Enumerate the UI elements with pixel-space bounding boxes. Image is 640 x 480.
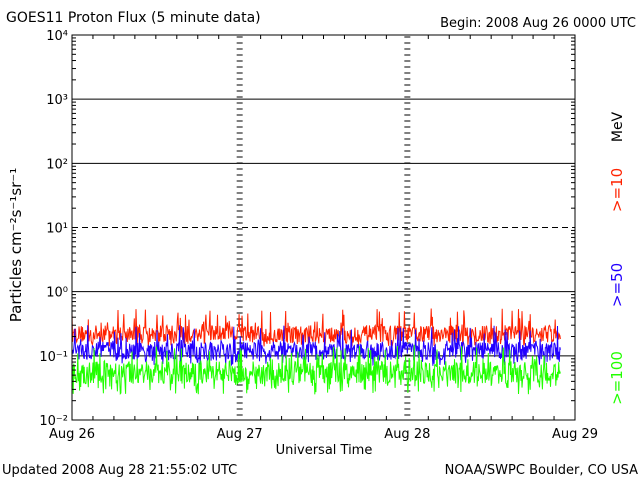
y-tick-label: 10² <box>46 157 68 172</box>
x-tick-label: Aug 29 <box>552 427 598 442</box>
chart-title: GOES11 Proton Flux (5 minute data) <box>6 10 261 26</box>
x-tick-label: Aug 27 <box>217 427 263 442</box>
legend-series-ge10: >=10 <box>608 168 626 212</box>
y-tick-label: 10⁻¹ <box>39 350 68 365</box>
y-axis-title: Particles cm⁻²s⁻¹sr⁻¹ <box>7 168 25 322</box>
legend-unit-mev: MeV <box>610 111 626 142</box>
y-tick-label: 10¹ <box>46 222 68 237</box>
y-tick-label: 10⁻² <box>39 414 68 429</box>
credit-label: NOAA/SWPC Boulder, CO USA <box>445 463 638 478</box>
y-axis-ticks: 10⁻² 10⁻¹ 10⁰ 10¹ 10² 10³ 10⁴ <box>39 29 575 429</box>
y-tick-label: 10⁰ <box>46 286 68 301</box>
y-tick-label: 10³ <box>46 93 68 108</box>
legend-series-ge100: >=100 <box>608 351 626 405</box>
series-group <box>71 308 561 395</box>
x-tick-label: Aug 26 <box>49 427 95 442</box>
series-line-ge10 <box>71 308 561 347</box>
series-line-ge100 <box>71 344 561 395</box>
legend-series-ge50: >=50 <box>608 263 626 307</box>
begin-time-label: Begin: 2008 Aug 26 0000 UTC <box>440 16 636 31</box>
y-tick-label: 10⁴ <box>46 29 68 44</box>
series-line-ge50 <box>71 325 561 366</box>
x-axis-ticks: Aug 26 Aug 27 Aug 28 Aug 29 <box>49 35 598 442</box>
x-tick-label: Aug 28 <box>384 427 430 442</box>
x-axis-title: Universal Time <box>276 443 373 458</box>
updated-timestamp: Updated 2008 Aug 28 21:55:02 UTC <box>2 463 237 478</box>
